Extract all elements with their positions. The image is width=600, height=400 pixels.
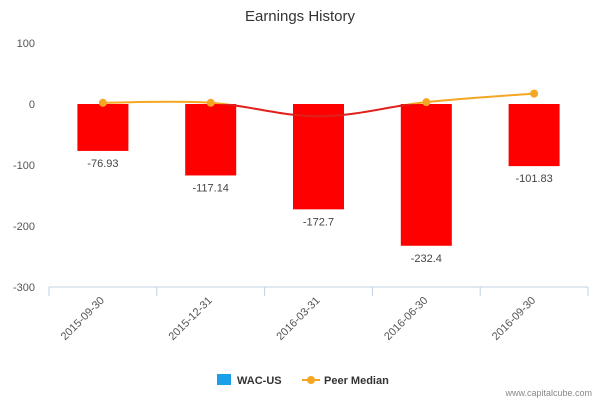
data-label: -76.93 [87,158,118,170]
y-tick-label: 100 [17,38,35,50]
data-label: -232.4 [411,253,442,265]
y-tick-label: -100 [13,160,35,172]
x-tick-label: 2016-09-30 [490,295,538,343]
x-tick-label: 2015-09-30 [59,295,107,343]
bar-series-wac-us [77,104,560,246]
peer-median-line-positive [102,92,535,104]
bar [77,104,129,151]
credit-text[interactable]: www.capitalcube.com [504,388,592,398]
legend-item-wac-us[interactable]: WAC-US [217,374,282,387]
legend[interactable]: WAC-US Peer Median [217,374,389,387]
y-axis: 100 0 -100 -200 -300 [13,38,35,294]
bar [293,104,344,210]
y-tick-label: 0 [29,99,35,111]
chart-title: Earnings History [245,8,356,25]
x-tick-label: 2015-12-31 [167,295,215,343]
peer-median-line-negative [213,104,420,118]
line-series-peer-median [98,89,539,118]
peer-median-marker [422,98,431,107]
peer-median-marker [98,98,107,107]
y-tick-label: -300 [13,282,35,294]
data-label: -172.7 [303,216,334,228]
bar [508,104,560,167]
legend-swatch-wac-us [217,374,231,385]
data-label: -101.83 [515,173,552,185]
bar [185,104,237,176]
legend-swatch-peer-median-marker [307,376,315,384]
peer-median-marker [530,89,539,98]
legend-label-wac-us: WAC-US [237,375,282,387]
x-axis: 2015-09-30 2015-12-31 2016-03-31 2016-06-30… [48,286,589,343]
legend-item-peer-median[interactable]: Peer Median [302,375,389,387]
peer-median-marker [206,98,215,107]
x-tick-label: 2016-03-31 [274,295,322,343]
legend-label-peer-median: Peer Median [324,375,389,387]
data-label: -117.14 [192,182,229,194]
y-tick-label: -200 [13,221,35,233]
data-labels: -76.93 -117.14 -172.7 -232.4 -101.83 [87,158,552,265]
x-tick-label: 2016-06-30 [382,295,430,343]
bar [400,104,452,246]
